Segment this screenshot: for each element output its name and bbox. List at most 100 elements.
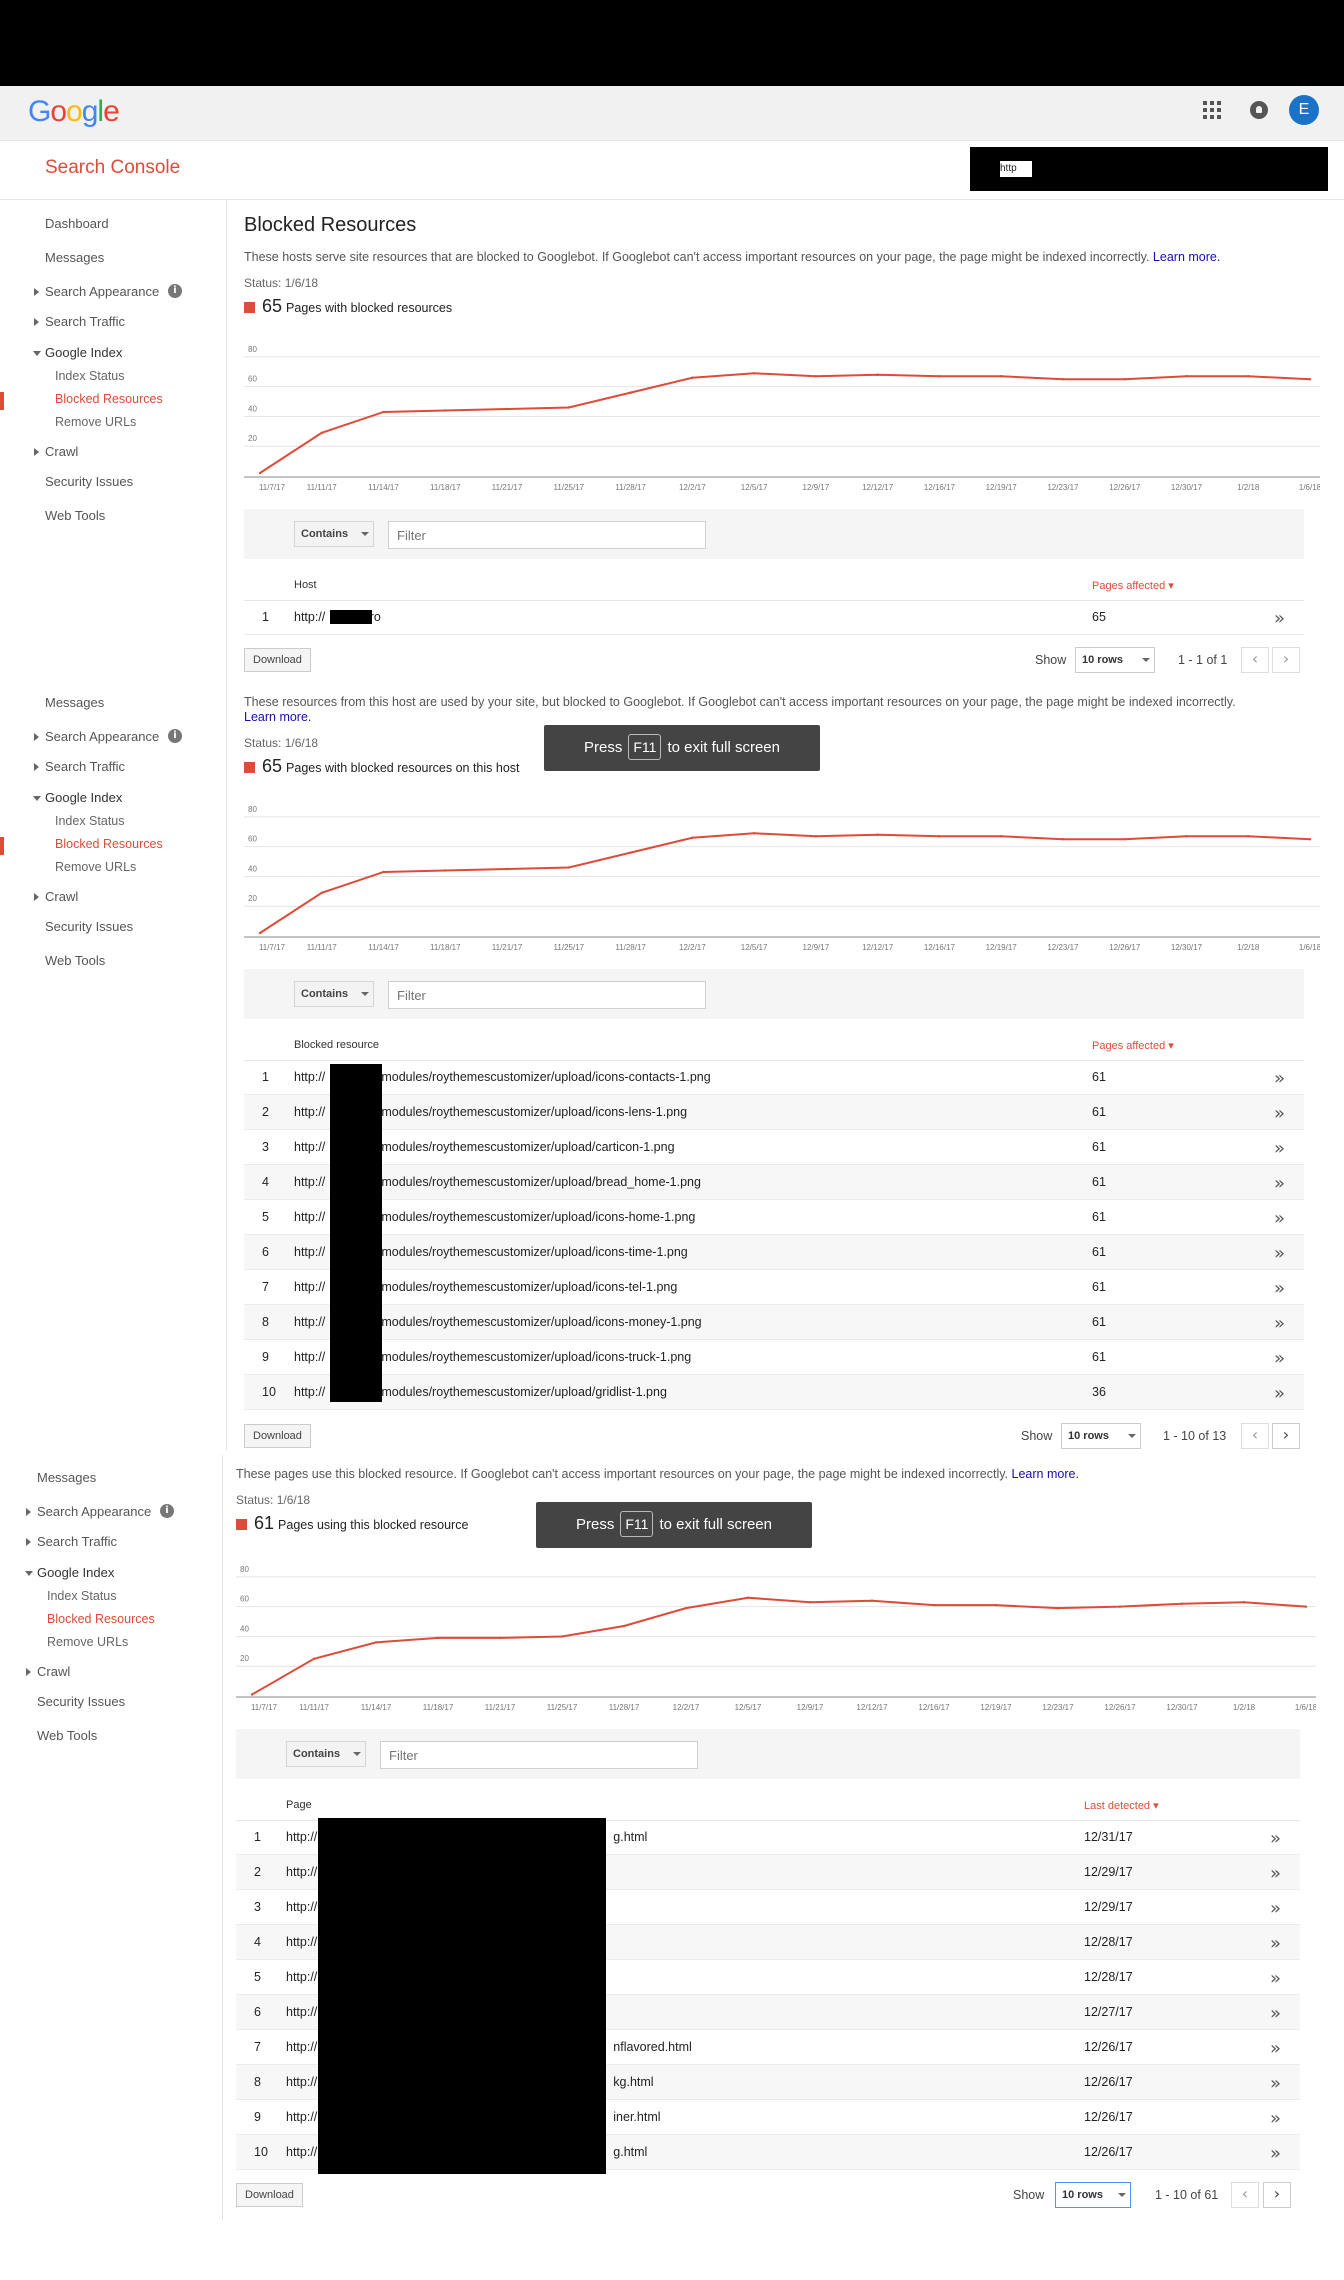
contains-dropdown[interactable]: Contains [294, 981, 374, 1007]
table-row[interactable]: 5 http://.ro/modules/roythemescustomizer/… [244, 1200, 1304, 1235]
row-details-icon[interactable]: » [1270, 2108, 1282, 2129]
table-row[interactable]: 8 http://.ro/modules/roythemescustomizer/… [244, 1305, 1304, 1340]
sidebar-item-search-appearance[interactable]: Search Appearance [25, 1504, 152, 1519]
row-url[interactable]: http://.ro/modules/roythemescustomizer/u… [294, 1315, 702, 1329]
sidebar-item-remove-urls[interactable]: Remove URLs [47, 1635, 129, 1649]
sidebar-item-blocked-resources[interactable]: Blocked Resources [55, 837, 163, 851]
row-details-icon[interactable]: » [1270, 1863, 1282, 1884]
table-row[interactable]: 4 http://.ro/modules/roythemescustomizer/… [244, 1165, 1304, 1200]
sidebar-item-security-issues[interactable]: Security Issues [45, 919, 134, 934]
table-row[interactable]: 9 http://.ro/modules/roythemescustomizer/… [244, 1340, 1304, 1375]
row-url[interactable]: http://.ro/modules/roythemescustomizer/u… [294, 1105, 688, 1119]
sidebar-item-search-traffic[interactable]: Search Traffic [34, 314, 125, 329]
row-details-icon[interactable]: » [1270, 1828, 1282, 1849]
row-details-icon[interactable]: » [1270, 1933, 1282, 1954]
learn-more-link[interactable]: Learn more. [1011, 1467, 1079, 1481]
row-details-icon[interactable]: » [1270, 2143, 1282, 2164]
row-url[interactable]: http://.ro/modules/roythemescustomizer/u… [294, 1385, 667, 1399]
download-button[interactable]: Download [236, 2183, 303, 2207]
row-details-icon[interactable]: » [1270, 1898, 1282, 1919]
table-row[interactable]: 5 http:// 12/28/17 » [236, 1960, 1300, 1995]
sidebar-item-blocked-resources[interactable]: Blocked Resources [47, 1612, 155, 1626]
sidebar-item-remove-urls[interactable]: Remove URLs [55, 415, 137, 429]
sidebar-item-search-traffic[interactable]: Search Traffic [34, 759, 125, 774]
row-details-icon[interactable]: » [1274, 1278, 1286, 1299]
table-row[interactable]: 1 http://g.html 12/31/17 » [236, 1820, 1300, 1855]
row-url[interactable]: http://.ro/modules/roythemescustomizer/u… [294, 1140, 675, 1154]
download-button[interactable]: Download [244, 1424, 311, 1448]
sidebar-item-index-status[interactable]: Index Status [55, 814, 125, 828]
row-url[interactable]: http:// [286, 1865, 318, 1879]
site-selector[interactable]: http [970, 147, 1328, 191]
sidebar-item-messages[interactable]: Messages [45, 250, 105, 265]
row-details-icon[interactable]: » [1274, 1068, 1286, 1089]
rows-per-page-select[interactable]: 10 rows [1061, 1423, 1141, 1449]
table-row[interactable]: 1 http://.ro/modules/roythemescustomizer/… [244, 1060, 1304, 1095]
row-details-icon[interactable]: » [1274, 1383, 1286, 1404]
row-details-icon[interactable]: » [1274, 608, 1286, 629]
row-details-icon[interactable]: » [1274, 1243, 1286, 1264]
contains-dropdown[interactable]: Contains [286, 1741, 366, 1767]
row-details-icon[interactable]: » [1274, 1348, 1286, 1369]
download-button[interactable]: Download [244, 648, 311, 672]
sidebar-item-google-index[interactable]: Google Index [32, 790, 123, 805]
sidebar-item-remove-urls[interactable]: Remove URLs [55, 860, 137, 874]
contains-dropdown[interactable]: Contains [294, 521, 374, 547]
row-url[interactable]: http:// [286, 1935, 318, 1949]
apps-grid-icon[interactable] [1203, 101, 1221, 119]
row-url[interactable]: http://nflavored.html [286, 2040, 692, 2054]
row-url[interactable]: http://.ro/modules/roythemescustomizer/u… [294, 1070, 711, 1084]
google-logo[interactable]: Google [28, 95, 120, 128]
row-url[interactable]: http://.ro/modules/roythemescustomizer/u… [294, 1210, 696, 1224]
prev-page-button[interactable]: ‹ [1241, 1423, 1269, 1449]
table-row[interactable]: 10 http://.ro/modules/roythemescustomizer… [244, 1375, 1304, 1410]
sidebar-item-search-traffic[interactable]: Search Traffic [26, 1534, 117, 1549]
sidebar-item-security-issues[interactable]: Security Issues [37, 1694, 126, 1709]
next-page-button[interactable]: › [1272, 1423, 1300, 1449]
row-details-icon[interactable]: » [1270, 2038, 1282, 2059]
next-page-button[interactable]: › [1263, 2182, 1291, 2208]
row-url[interactable]: http:// [286, 2005, 318, 2019]
learn-more-link[interactable]: Learn more. [244, 710, 312, 724]
row-details-icon[interactable]: » [1274, 1138, 1286, 1159]
row-details-icon[interactable]: » [1274, 1103, 1286, 1124]
learn-more-link[interactable]: Learn more. [1152, 250, 1221, 264]
sidebar-item-index-status[interactable]: Index Status [55, 369, 125, 383]
row-url[interactable]: http:// [286, 1900, 318, 1914]
column-header-pages-affected[interactable]: Pages affected ▾ [1092, 580, 1174, 592]
table-row[interactable]: 3 http://.ro/modules/roythemescustomizer/… [244, 1130, 1304, 1165]
prev-page-button[interactable]: ‹ [1241, 647, 1269, 673]
row-details-icon[interactable]: » [1274, 1208, 1286, 1229]
sidebar-item-crawl[interactable]: Crawl [25, 1664, 71, 1679]
column-header-last-detected[interactable]: Last detected ▾ [1084, 1800, 1159, 1812]
sidebar-item-security-issues[interactable]: Security Issues [45, 474, 134, 489]
sidebar-item-blocked-resources[interactable]: Blocked Resources [55, 392, 163, 406]
sidebar-item-crawl[interactable]: Crawl [33, 889, 79, 904]
filter-input[interactable] [380, 1741, 698, 1769]
sidebar-item-crawl[interactable]: Crawl [33, 444, 79, 459]
table-row[interactable]: 3 http:// 12/29/17 » [236, 1890, 1300, 1925]
sidebar-item-web-tools[interactable]: Web Tools [45, 953, 106, 968]
row-details-icon[interactable]: » [1274, 1173, 1286, 1194]
row-details-icon[interactable]: » [1270, 2003, 1282, 2024]
sidebar-item-messages[interactable]: Messages [45, 695, 105, 710]
column-header-page[interactable]: Page [286, 1799, 312, 1811]
row-url[interactable]: http://.ro/modules/roythemescustomizer/u… [294, 1245, 688, 1259]
row-details-icon[interactable]: » [1270, 2073, 1282, 2094]
sidebar-item-web-tools[interactable]: Web Tools [37, 1728, 98, 1743]
filter-input[interactable] [388, 521, 706, 549]
sidebar-item-google-index[interactable]: Google Index [32, 345, 123, 360]
filter-input[interactable] [388, 981, 706, 1009]
row-url[interactable]: http://iner.html [286, 2110, 661, 2124]
rows-per-page-select[interactable]: 10 rows [1075, 647, 1155, 673]
row-details-icon[interactable]: » [1274, 1313, 1286, 1334]
sidebar-item-dashboard[interactable]: Dashboard [45, 216, 109, 231]
table-row[interactable]: 7 http://.ro/modules/roythemescustomizer/… [244, 1270, 1304, 1305]
row-details-icon[interactable]: » [1270, 1968, 1282, 1989]
column-header-host[interactable]: Host [294, 579, 317, 591]
prev-page-button[interactable]: ‹ [1231, 2182, 1259, 2208]
column-header-pages-affected[interactable]: Pages affected ▾ [1092, 1040, 1174, 1052]
rows-per-page-select[interactable]: 10 rows [1055, 2182, 1131, 2208]
sidebar-item-search-appearance[interactable]: Search Appearance [33, 729, 160, 744]
